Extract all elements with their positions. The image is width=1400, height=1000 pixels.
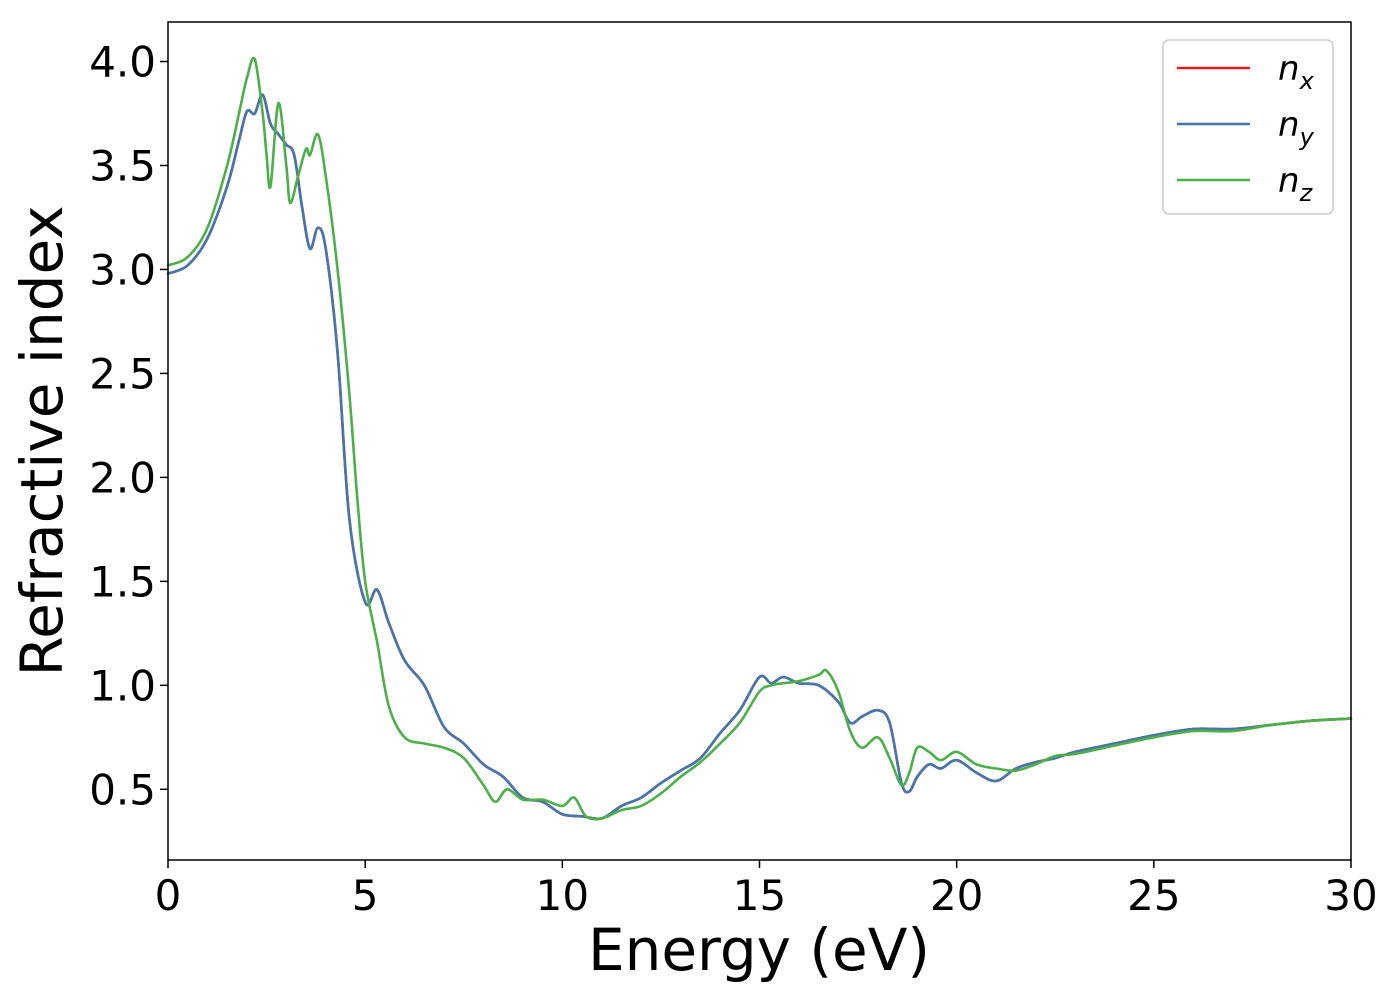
x-axis: 0 5 10 15 20 25 30 bbox=[155, 860, 1378, 920]
legend-label-subscript: y bbox=[1299, 123, 1315, 151]
y-tick-label: 2.0 bbox=[89, 453, 156, 502]
legend-label-base: n bbox=[1278, 161, 1300, 201]
legend-label-base: n bbox=[1278, 49, 1300, 89]
series-layer bbox=[166, 56, 1353, 821]
legend-label-y: ny bbox=[1278, 105, 1315, 151]
y-axis-label: Refractive index bbox=[8, 205, 76, 676]
y-tick-label: 1.0 bbox=[89, 661, 156, 710]
y-axis: 0.5 1.0 1.5 2.0 2.5 3.0 3.5 4.0 bbox=[89, 38, 168, 814]
legend-label-subscript: x bbox=[1299, 67, 1315, 95]
x-tick-label: 20 bbox=[930, 871, 983, 920]
x-tick-label: 30 bbox=[1324, 871, 1377, 920]
legend-box bbox=[1162, 39, 1334, 215]
x-tick-label: 10 bbox=[536, 871, 589, 920]
y-tick-label: 4.0 bbox=[89, 38, 156, 87]
series-line-z bbox=[166, 56, 1353, 821]
y-tick-label: 3.0 bbox=[89, 245, 156, 294]
y-tick-label: 1.5 bbox=[89, 557, 156, 606]
legend-label-base: n bbox=[1278, 105, 1300, 145]
legend-label-z: nz bbox=[1278, 161, 1314, 207]
series-line-y bbox=[166, 93, 1353, 821]
x-tick-label: 5 bbox=[352, 871, 379, 920]
y-tick-label: 0.5 bbox=[89, 765, 156, 814]
legend-label-x: nx bbox=[1278, 49, 1315, 95]
y-tick-label: 3.5 bbox=[89, 141, 156, 190]
x-tick-label: 25 bbox=[1127, 871, 1180, 920]
x-tick-label: 0 bbox=[155, 871, 182, 920]
legend-label-subscript: z bbox=[1299, 179, 1314, 207]
x-tick-label: 15 bbox=[733, 871, 786, 920]
y-tick-label: 2.5 bbox=[89, 349, 156, 398]
x-axis-label: Energy (eV) bbox=[588, 916, 930, 984]
